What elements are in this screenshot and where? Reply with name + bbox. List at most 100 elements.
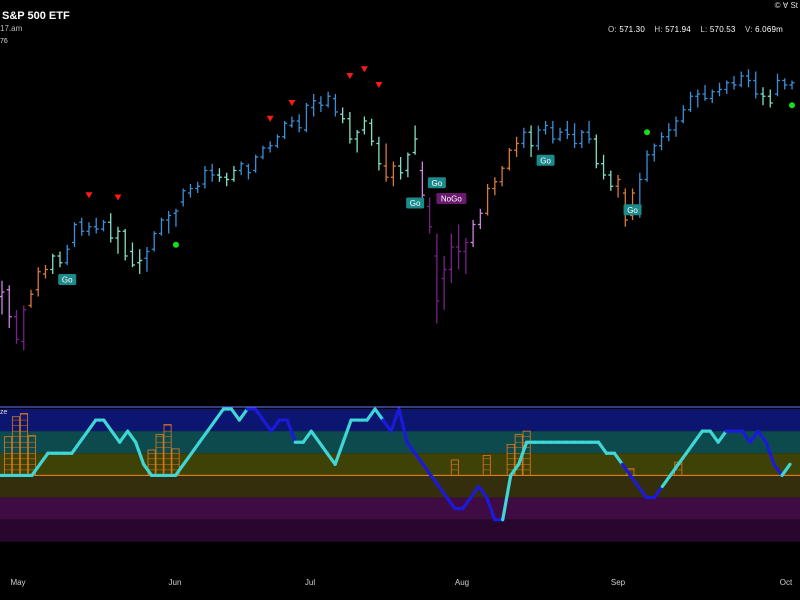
price-bar (303, 103, 309, 133)
price-bar (506, 148, 512, 171)
ohlc-readout: O: 571.30 H: 571.94 L: 570.53 V: 6.069m (608, 25, 790, 34)
oscillator-segment (756, 429, 768, 444)
oscillator-segment (660, 473, 672, 489)
price-bar (644, 150, 650, 182)
price-bar (57, 251, 63, 268)
price-bar (108, 213, 114, 243)
x-tick-label: Jun (169, 578, 182, 587)
oscillator-segment (676, 451, 688, 466)
price-bar (593, 134, 599, 169)
x-tick-label: Oct (780, 578, 793, 587)
price-bar (528, 125, 534, 157)
oscillator-segment (317, 440, 329, 455)
price-bar (28, 289, 34, 308)
price-bar (64, 244, 70, 265)
price-bar (187, 184, 193, 198)
sell-triangle-marker (85, 192, 93, 199)
oscillator-segment (38, 451, 50, 466)
oscillator-segment (261, 418, 273, 433)
price-bar (601, 154, 607, 180)
price-bar (216, 168, 222, 182)
oscillator-segment (237, 407, 249, 422)
price-bar (651, 143, 657, 162)
oscillator-segment (197, 429, 210, 444)
price-bar (448, 233, 454, 283)
go-label-box (406, 197, 425, 209)
sell-triangle-marker (266, 115, 274, 122)
oscillator-segment (86, 418, 98, 433)
price-bar (325, 91, 331, 108)
price-bar (717, 82, 723, 97)
oscillator-segment (461, 495, 473, 511)
oscillator-segment (477, 484, 489, 500)
go-label-text: Go (540, 156, 551, 165)
go-label-box (436, 193, 467, 204)
copyright-notice: © Ɐ St (774, 1, 798, 10)
price-bar (137, 249, 143, 274)
price-bar (470, 220, 476, 247)
oscillator-segment (509, 462, 521, 478)
price-bar (166, 211, 172, 234)
oscillator-segment (780, 462, 792, 478)
price-bar (680, 105, 686, 124)
price-bar (557, 127, 563, 142)
price-bar (274, 134, 280, 148)
x-tick-label: Aug (455, 578, 469, 587)
price-bar (202, 166, 208, 189)
price-bar (753, 71, 759, 99)
price-bar (724, 80, 730, 94)
price-bar (775, 73, 781, 97)
price-bar (361, 116, 367, 135)
price-bar (245, 163, 251, 180)
sell-triangle-marker (114, 194, 122, 201)
price-bar (296, 114, 302, 133)
price-bar (485, 184, 491, 216)
price-bar (434, 233, 440, 324)
oscillator-segment (620, 462, 633, 478)
oscillator-segment (716, 429, 728, 444)
oscillator-segment (389, 407, 401, 433)
oscillator-band (0, 409, 800, 432)
price-bar (666, 123, 672, 142)
oscillator-segment (445, 495, 457, 511)
oscillator-segment (437, 484, 449, 500)
go-label-box (536, 154, 555, 166)
price-bar (543, 121, 549, 135)
price-bar (238, 161, 244, 175)
go-label-text: Go (432, 179, 443, 188)
oscillator-segment (102, 418, 114, 433)
price-bar (209, 163, 215, 182)
oscillator-segment (636, 484, 648, 500)
price-bar (21, 305, 27, 351)
chart-subtitle: 17.am (0, 24, 23, 33)
price-bar (702, 85, 708, 101)
price-bar (71, 222, 77, 247)
oscillator-segment (764, 440, 776, 466)
oscillator-segment (365, 407, 377, 422)
price-bar (50, 253, 56, 274)
sell-triangle-marker (375, 82, 383, 88)
price-bar (86, 222, 92, 236)
price-bar (427, 197, 433, 234)
oscillator-band (0, 475, 800, 498)
price-bar (267, 141, 273, 153)
price-bar (463, 238, 469, 274)
go-label-text: Go (410, 199, 421, 208)
oscillator-segment (110, 429, 122, 444)
price-bar (347, 112, 353, 144)
price-bar (499, 166, 505, 187)
price-bar (477, 208, 483, 229)
price-bar (564, 121, 570, 139)
oscillator-segment (285, 418, 297, 444)
oscillator-segment (772, 462, 784, 478)
price-bar (129, 242, 135, 268)
high-key: H: (654, 25, 663, 34)
price-bar (405, 152, 411, 178)
go-label: Go (536, 154, 555, 166)
oscillator-segment (748, 429, 760, 444)
open-key: O: (608, 25, 617, 34)
price-bar (13, 310, 19, 344)
oscillator-segment (30, 462, 42, 478)
oscillator-panel-label: ze (0, 409, 8, 416)
